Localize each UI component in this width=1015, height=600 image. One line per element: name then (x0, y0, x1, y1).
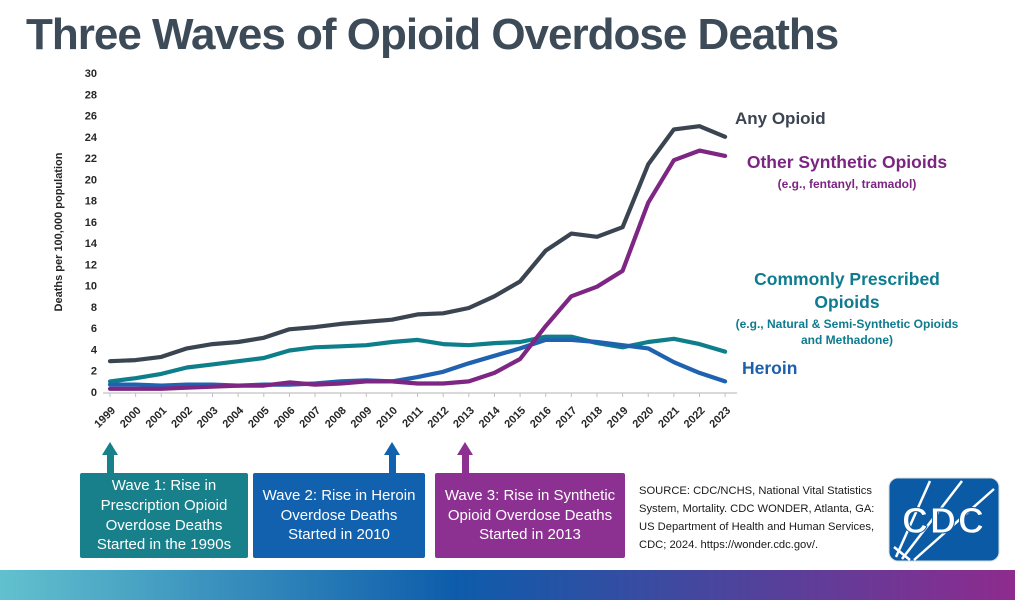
y-tick-label: 20 (85, 174, 97, 186)
x-tick-label: 2018 (579, 405, 605, 431)
y-tick-label: 28 (85, 89, 97, 101)
x-tick-label: 2006 (272, 405, 298, 431)
x-tick-label: 2007 (297, 405, 323, 431)
x-tick-label: 2002 (169, 405, 195, 431)
cdc-logo-rays-icon (893, 480, 995, 561)
y-tick-label: 10 (85, 281, 97, 293)
wave-3-arrow-icon (457, 442, 473, 473)
x-tick-label: 2013 (451, 405, 477, 431)
wave-2-line: Wave 2: Rise in Heroin (262, 486, 416, 504)
legend-heroin: Heroin (742, 358, 798, 378)
wave-2-line: Started in 2010 (288, 526, 390, 544)
wave-3-line: Wave 3: Rise in Synthetic (444, 486, 616, 504)
x-tick-label: 2004 (220, 404, 246, 430)
x-tick-label: 2005 (246, 405, 272, 431)
series-line-any-opioid (107, 124, 728, 364)
x-tick-label: 2009 (349, 405, 375, 431)
x-tick-label: 2016 (528, 405, 554, 431)
x-tick-label: 2022 (682, 405, 708, 431)
wave-2-line: Overdose Deaths (280, 506, 398, 524)
wave-1-line: Started in the 1990s (96, 536, 232, 554)
x-tick-label: 2019 (605, 405, 631, 431)
y-tick-label: 2 (91, 366, 97, 378)
wave-2-callout: Wave 2: Rise in Heroin Overdose Deaths S… (253, 473, 425, 558)
x-tick-label: 2008 (323, 405, 349, 431)
wave-1-line: Prescription Opioid (100, 496, 228, 514)
wave-1-line: Overdose Deaths (105, 516, 223, 534)
x-tick-label: 2023 (707, 405, 733, 431)
page-title: Three Waves of Opioid Overdose Deaths (26, 10, 839, 59)
legend-other-synthetic-sublabel: (e.g., fentanyl, tramadol) (777, 177, 917, 191)
wave-3-line: Started in 2013 (479, 526, 581, 544)
y-tick-label: 26 (85, 111, 97, 123)
legend-other-synthetic-opioids: Other Synthetic Opioids (746, 152, 948, 172)
wave-3-line: Opioid Overdose Deaths (447, 506, 613, 524)
footer-gradient-bar (0, 570, 1015, 600)
wave-2-arrow-icon (384, 442, 400, 473)
source-note: SOURCE: CDC/NCHS, National Vital Statist… (639, 485, 875, 551)
cdc-logo-text: CDC (902, 500, 986, 541)
y-tick-label: 24 (85, 132, 98, 144)
cdc-logo: CDC (888, 477, 1000, 562)
y-tick-label: 14 (85, 238, 98, 250)
y-tick-label: 22 (85, 153, 97, 165)
x-tick-label: 2010 (374, 405, 400, 431)
x-tick-label: 1999 (92, 405, 118, 431)
wave-1-arrow-icon (102, 442, 118, 473)
y-tick-label: 8 (91, 302, 97, 314)
y-tick-label: 0 (91, 387, 97, 399)
x-tick-label: 2011 (400, 405, 425, 430)
y-tick-label: 4 (91, 344, 98, 356)
y-axis-title: Deaths per 100,000 population (53, 152, 65, 311)
wave-1-callout: Wave 1: Rise in Prescription Opioid Over… (80, 473, 248, 558)
series-line-other-synthetic-opioids (107, 148, 728, 391)
y-tick-label: 6 (91, 323, 97, 335)
y-tick-label: 18 (85, 196, 97, 208)
x-tick-label: 2014 (477, 404, 503, 430)
legend-any-opioid: Any Opioid (735, 109, 826, 128)
x-tick-label: 2017 (554, 405, 580, 431)
legend-commonly-prescribed-sublabel: (e.g., Natural & Semi-Synthetic Opioids … (735, 317, 959, 348)
y-tick-label: 30 (85, 68, 97, 80)
x-tick-label: 2001 (144, 405, 170, 431)
y-tick-label: 12 (85, 259, 97, 271)
legend-commonly-prescribed-opioids: Commonly Prescribed Opioids (754, 269, 940, 312)
x-tick-label: 2020 (631, 405, 657, 431)
wave-1-line: Wave 1: Rise in (111, 476, 217, 494)
wave-3-callout: Wave 3: Rise in Synthetic Opioid Overdos… (435, 473, 625, 558)
x-tick-label: 2015 (502, 405, 528, 431)
x-tick-label: 2003 (195, 405, 221, 431)
series-line-commonly-prescribed-opioids (107, 334, 728, 384)
y-tick-label: 16 (85, 217, 97, 229)
x-tick-label: 2000 (118, 405, 144, 431)
x-tick-label: 2021 (656, 405, 682, 431)
x-tick-label: 2012 (426, 405, 452, 431)
